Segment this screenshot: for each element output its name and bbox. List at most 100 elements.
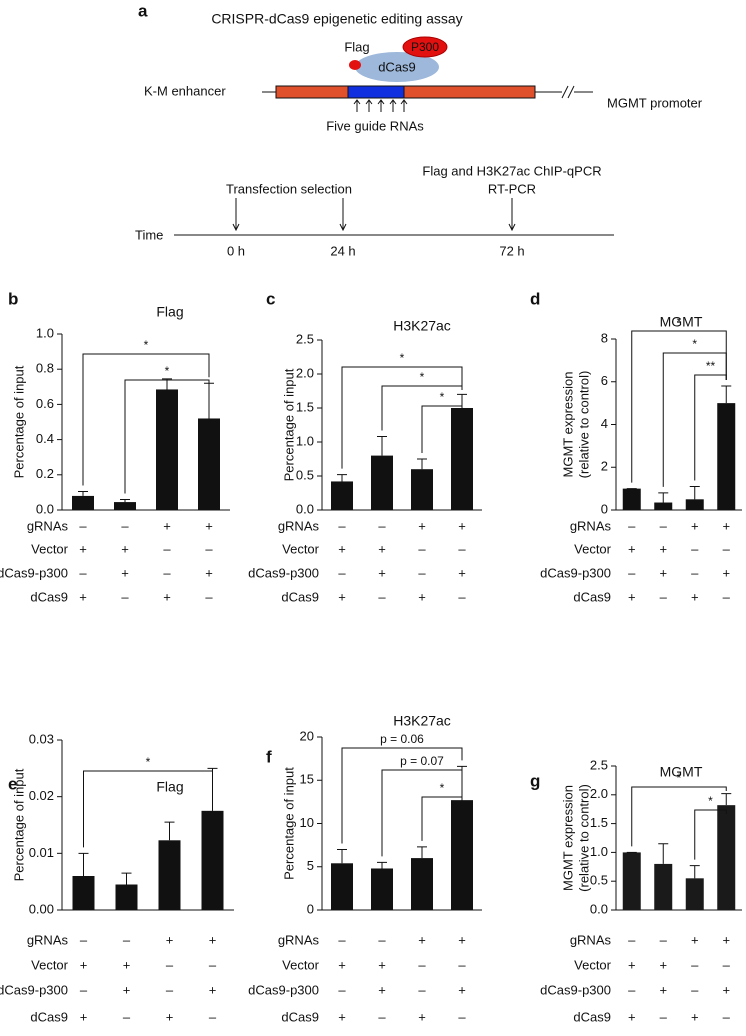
error-bar: [162, 378, 172, 390]
y-axis-label: (relative to control): [576, 784, 591, 892]
significance-label: *: [677, 771, 682, 785]
significance-label: *: [420, 370, 425, 384]
condition-sign: +: [378, 541, 386, 556]
bar: [622, 488, 641, 510]
condition-sign: –: [660, 1009, 668, 1024]
timeline-arrows: [232, 198, 516, 232]
error-bar: [337, 848, 347, 864]
step-label: Transfection selection: [226, 181, 352, 196]
schematic: a CRISPR-dCas9 epigenetic editing assay …: [135, 1, 703, 258]
condition-sign: +: [418, 932, 426, 947]
condition-sign: +: [79, 589, 87, 604]
condition-sign: –: [378, 589, 386, 604]
y-tick-label: 0.02: [29, 788, 54, 803]
condition-label: gRNAs: [278, 518, 320, 533]
time-tick: 72 h: [499, 243, 524, 258]
y-axis-label: Percentage of input: [11, 365, 26, 478]
condition-label: dCas9: [281, 589, 319, 604]
condition-sign: +: [628, 589, 636, 604]
condition-sign: –: [458, 589, 466, 604]
y-tick-label: 2.0: [590, 786, 608, 801]
condition-label: Vector: [574, 957, 612, 972]
error-bar: [658, 492, 669, 503]
error-bar: [164, 821, 175, 841]
bar: [411, 858, 433, 910]
condition-sign: +: [418, 1009, 426, 1024]
condition-sign: –: [628, 518, 636, 533]
bar: [156, 389, 178, 510]
condition-sign: –: [691, 541, 699, 556]
condition-sign: +: [123, 982, 131, 997]
condition-sign: –: [691, 957, 699, 972]
condition-sign: +: [722, 518, 730, 533]
condition-sign: +: [691, 932, 699, 947]
time-tick: 24 h: [330, 243, 355, 258]
bar: [72, 876, 95, 910]
condition-sign: +: [338, 1009, 346, 1024]
bar: [654, 863, 673, 910]
condition-sign: –: [628, 932, 636, 947]
condition-label: dCas9-p300: [248, 565, 319, 580]
condition-sign: –: [458, 541, 466, 556]
y-tick-label: 0.01: [29, 845, 54, 860]
condition-label: dCas9: [30, 1009, 68, 1024]
error-bar: [658, 843, 669, 864]
bar: [622, 852, 641, 910]
condition-sign: –: [418, 957, 426, 972]
y-tick-label: 0.0: [36, 501, 54, 516]
condition-sign: –: [166, 982, 174, 997]
y-tick-label: 10: [300, 815, 314, 830]
condition-sign: +: [378, 565, 386, 580]
condition-label: Vector: [282, 541, 320, 556]
y-tick-label: 1.0: [296, 433, 314, 448]
chart-title: MGMT: [660, 764, 703, 780]
error-bar: [417, 846, 427, 859]
condition-label: dCas9-p300: [540, 565, 611, 580]
break-mark: [567, 85, 575, 99]
significance-bracket: [631, 330, 727, 483]
condition-sign: +: [458, 982, 466, 997]
y-tick-label: 1.0: [36, 325, 54, 340]
condition-sign: +: [722, 565, 730, 580]
condition-sign: –: [660, 518, 668, 533]
bar: [114, 502, 136, 510]
condition-label: dCas9-p300: [0, 565, 68, 580]
y-tick-label: 2.0: [296, 365, 314, 380]
condition-label: dCas9: [281, 1009, 319, 1024]
bar: [201, 810, 224, 910]
condition-sign: +: [418, 518, 426, 533]
condition-sign: –: [378, 1009, 386, 1024]
condition-sign: +: [205, 565, 213, 580]
significance-label: *: [400, 351, 405, 365]
condition-label: gRNAs: [278, 932, 320, 947]
y-tick-label: 6: [601, 373, 608, 388]
condition-sign: +: [659, 565, 667, 580]
bar: [115, 884, 138, 910]
error-bar: [689, 865, 700, 879]
p300-shape: [402, 36, 448, 58]
significance-bracket: [82, 353, 210, 486]
condition-sign: +: [659, 957, 667, 972]
condition-sign: +: [458, 518, 466, 533]
significance-bracket: [124, 379, 210, 494]
y-axis-label: Percentage of input: [281, 368, 296, 481]
enhancer-label: K-M enhancer: [144, 83, 226, 98]
condition-sign: –: [123, 1009, 131, 1024]
bar: [451, 408, 473, 510]
error-bar: [337, 474, 347, 482]
chart-title: Flag: [156, 779, 183, 795]
condition-sign: +: [163, 589, 171, 604]
condition-sign: –: [338, 518, 346, 533]
chart-title: H3K27ac: [393, 713, 451, 729]
bar: [654, 502, 673, 510]
significance-bracket: [421, 796, 463, 841]
condition-sign: –: [166, 957, 174, 972]
time-tick: 0 h: [227, 243, 245, 258]
bar: [331, 863, 353, 910]
condition-sign: +: [166, 1009, 174, 1024]
panel-letter: d: [530, 289, 540, 308]
condition-sign: –: [628, 565, 636, 580]
condition-sign: +: [80, 957, 88, 972]
condition-sign: +: [691, 1009, 699, 1024]
